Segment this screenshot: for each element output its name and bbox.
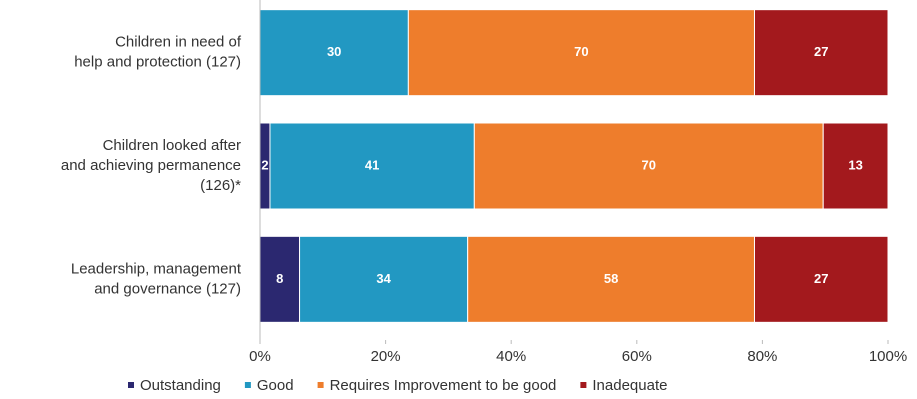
value-label: 13: [848, 157, 862, 172]
legend-swatch: [244, 382, 251, 388]
value-label: 30: [327, 44, 341, 59]
label-line: (126)*: [200, 177, 241, 194]
y-tick-label: Children in need of help and protection (…: [74, 34, 242, 71]
legend-swatch: [317, 382, 324, 388]
value-label: 27: [814, 44, 828, 59]
legend-label: Good: [257, 377, 294, 394]
value-label: 41: [365, 157, 379, 172]
y-tick-label: Leadership, management and governance (12…: [71, 260, 242, 297]
bar-segment: [753, 9, 889, 97]
bar-segment: [259, 235, 301, 323]
x-tick-label: 0%: [249, 348, 271, 365]
bar-segment: [269, 122, 475, 210]
bar-segment: [473, 122, 824, 210]
bar-segment: [259, 9, 409, 97]
value-label: 58: [604, 271, 618, 286]
value-label: 2: [261, 157, 268, 172]
value-label: 34: [376, 271, 391, 286]
legend-swatch: [128, 382, 134, 388]
x-tick-label: 20%: [371, 348, 401, 365]
bar-segment: [753, 235, 889, 323]
y-tick-label: Children looked after and achieving perma…: [61, 137, 241, 194]
label-line: Leadership, management: [71, 260, 242, 277]
value-label: 70: [642, 157, 656, 172]
label-line: Children looked after: [103, 137, 241, 154]
value-label: 8: [276, 271, 283, 286]
legend-swatch: [580, 382, 587, 388]
bar-segment: [299, 235, 469, 323]
x-tick-label: 60%: [622, 348, 652, 365]
bar-segment: [822, 122, 889, 210]
value-label: 70: [574, 44, 588, 59]
legend-label: Outstanding: [140, 377, 221, 394]
label-line: and achieving permanence: [61, 157, 241, 174]
x-tick-label: 80%: [747, 348, 777, 365]
label-line: help and protection (127): [74, 54, 241, 71]
bar-segment: [467, 235, 755, 323]
legend-label: Inadequate: [592, 377, 667, 394]
x-tick-label: 100%: [869, 348, 907, 365]
value-label: 27: [814, 271, 828, 286]
legend-label: Requires Improvement to be good: [330, 377, 557, 394]
label-line: Children in need of: [115, 34, 242, 51]
x-tick-label: 40%: [496, 348, 526, 365]
label-line: and governance (127): [94, 280, 241, 297]
